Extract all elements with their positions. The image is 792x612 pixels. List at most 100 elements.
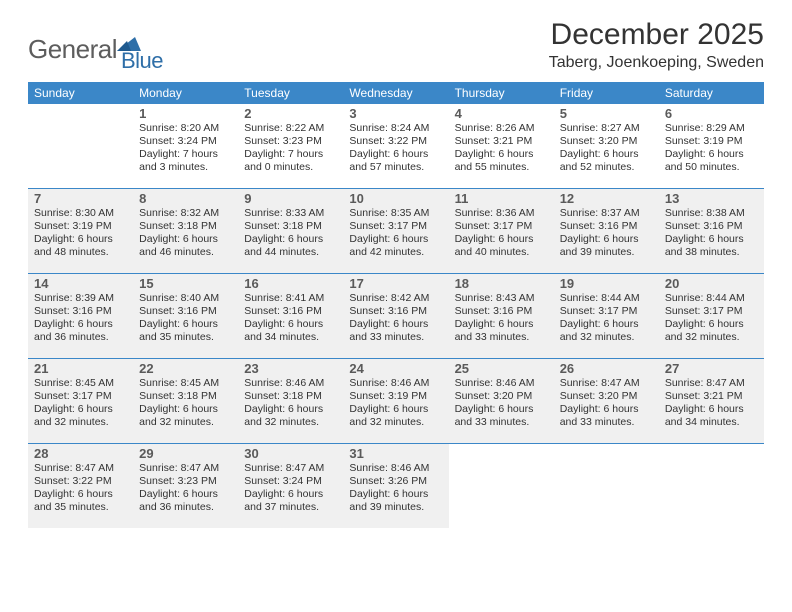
weekday-header: Monday [133,82,238,104]
day-cell: 13Sunrise: 8:38 AMSunset: 3:16 PMDayligh… [659,189,764,273]
sunrise-text: Sunrise: 8:33 AM [244,207,337,220]
sunset-text: Sunset: 3:21 PM [665,390,758,403]
sunrise-text: Sunrise: 8:37 AM [560,207,653,220]
sunrise-text: Sunrise: 8:46 AM [349,377,442,390]
day-number: 28 [34,446,127,461]
daylight-text: Daylight: 6 hours and 34 minutes. [244,318,337,344]
sunset-text: Sunset: 3:17 PM [665,305,758,318]
day-cell: 2Sunrise: 8:22 AMSunset: 3:23 PMDaylight… [238,104,343,188]
week-row: 14Sunrise: 8:39 AMSunset: 3:16 PMDayligh… [28,273,764,358]
day-number: 7 [34,191,127,206]
day-info: Sunrise: 8:36 AMSunset: 3:17 PMDaylight:… [455,207,548,260]
sunrise-text: Sunrise: 8:47 AM [665,377,758,390]
day-info: Sunrise: 8:38 AMSunset: 3:16 PMDaylight:… [665,207,758,260]
daylight-text: Daylight: 6 hours and 32 minutes. [139,403,232,429]
day-info: Sunrise: 8:32 AMSunset: 3:18 PMDaylight:… [139,207,232,260]
day-info: Sunrise: 8:45 AMSunset: 3:18 PMDaylight:… [139,377,232,430]
calendar-grid: Sunday Monday Tuesday Wednesday Thursday… [28,82,764,528]
day-cell: 15Sunrise: 8:40 AMSunset: 3:16 PMDayligh… [133,274,238,358]
sunset-text: Sunset: 3:23 PM [244,135,337,148]
sunset-text: Sunset: 3:16 PM [560,220,653,233]
sunrise-text: Sunrise: 8:43 AM [455,292,548,305]
daylight-text: Daylight: 6 hours and 32 minutes. [560,318,653,344]
day-cell [659,444,764,528]
weekday-header: Friday [554,82,659,104]
sunset-text: Sunset: 3:19 PM [34,220,127,233]
day-number: 21 [34,361,127,376]
brand-logo: General Blue [28,24,163,74]
sunset-text: Sunset: 3:22 PM [34,475,127,488]
sunrise-text: Sunrise: 8:29 AM [665,122,758,135]
day-cell: 28Sunrise: 8:47 AMSunset: 3:22 PMDayligh… [28,444,133,528]
sunrise-text: Sunrise: 8:46 AM [349,462,442,475]
weekday-header-row: Sunday Monday Tuesday Wednesday Thursday… [28,82,764,104]
day-info: Sunrise: 8:40 AMSunset: 3:16 PMDaylight:… [139,292,232,345]
daylight-text: Daylight: 6 hours and 35 minutes. [34,488,127,514]
daylight-text: Daylight: 6 hours and 50 minutes. [665,148,758,174]
sunrise-text: Sunrise: 8:45 AM [34,377,127,390]
day-cell: 27Sunrise: 8:47 AMSunset: 3:21 PMDayligh… [659,359,764,443]
sunset-text: Sunset: 3:19 PM [665,135,758,148]
sunset-text: Sunset: 3:18 PM [139,390,232,403]
sunrise-text: Sunrise: 8:30 AM [34,207,127,220]
day-cell: 9Sunrise: 8:33 AMSunset: 3:18 PMDaylight… [238,189,343,273]
daylight-text: Daylight: 6 hours and 37 minutes. [244,488,337,514]
sunset-text: Sunset: 3:16 PM [139,305,232,318]
daylight-text: Daylight: 6 hours and 32 minutes. [34,403,127,429]
day-cell: 12Sunrise: 8:37 AMSunset: 3:16 PMDayligh… [554,189,659,273]
daylight-text: Daylight: 6 hours and 52 minutes. [560,148,653,174]
day-cell: 11Sunrise: 8:36 AMSunset: 3:17 PMDayligh… [449,189,554,273]
sunrise-text: Sunrise: 8:42 AM [349,292,442,305]
day-number: 13 [665,191,758,206]
day-number: 31 [349,446,442,461]
sunset-text: Sunset: 3:16 PM [665,220,758,233]
day-info: Sunrise: 8:20 AMSunset: 3:24 PMDaylight:… [139,122,232,175]
day-cell: 20Sunrise: 8:44 AMSunset: 3:17 PMDayligh… [659,274,764,358]
sunset-text: Sunset: 3:18 PM [244,220,337,233]
day-info: Sunrise: 8:47 AMSunset: 3:22 PMDaylight:… [34,462,127,515]
day-info: Sunrise: 8:46 AMSunset: 3:19 PMDaylight:… [349,377,442,430]
day-number: 11 [455,191,548,206]
daylight-text: Daylight: 6 hours and 39 minutes. [349,488,442,514]
day-cell: 22Sunrise: 8:45 AMSunset: 3:18 PMDayligh… [133,359,238,443]
sunrise-text: Sunrise: 8:36 AM [455,207,548,220]
sunset-text: Sunset: 3:17 PM [560,305,653,318]
sunset-text: Sunset: 3:18 PM [244,390,337,403]
sunrise-text: Sunrise: 8:35 AM [349,207,442,220]
daylight-text: Daylight: 6 hours and 32 minutes. [349,403,442,429]
day-info: Sunrise: 8:47 AMSunset: 3:21 PMDaylight:… [665,377,758,430]
sunset-text: Sunset: 3:23 PM [139,475,232,488]
weekday-header: Saturday [659,82,764,104]
day-number: 24 [349,361,442,376]
day-number: 8 [139,191,232,206]
day-cell: 30Sunrise: 8:47 AMSunset: 3:24 PMDayligh… [238,444,343,528]
daylight-text: Daylight: 6 hours and 44 minutes. [244,233,337,259]
sunrise-text: Sunrise: 8:32 AM [139,207,232,220]
sunset-text: Sunset: 3:20 PM [455,390,548,403]
day-number: 26 [560,361,653,376]
day-cell: 17Sunrise: 8:42 AMSunset: 3:16 PMDayligh… [343,274,448,358]
day-info: Sunrise: 8:47 AMSunset: 3:23 PMDaylight:… [139,462,232,515]
day-cell: 19Sunrise: 8:44 AMSunset: 3:17 PMDayligh… [554,274,659,358]
header: General Blue December 2025 Taberg, Joenk… [28,18,764,78]
sunset-text: Sunset: 3:16 PM [34,305,127,318]
daylight-text: Daylight: 6 hours and 42 minutes. [349,233,442,259]
day-cell: 5Sunrise: 8:27 AMSunset: 3:20 PMDaylight… [554,104,659,188]
daylight-text: Daylight: 7 hours and 3 minutes. [139,148,232,174]
day-cell [554,444,659,528]
day-number: 5 [560,106,653,121]
daylight-text: Daylight: 6 hours and 38 minutes. [665,233,758,259]
day-number: 4 [455,106,548,121]
sunrise-text: Sunrise: 8:41 AM [244,292,337,305]
month-title: December 2025 [549,18,764,52]
sunset-text: Sunset: 3:22 PM [349,135,442,148]
day-info: Sunrise: 8:47 AMSunset: 3:20 PMDaylight:… [560,377,653,430]
weekday-header: Wednesday [343,82,448,104]
sunset-text: Sunset: 3:21 PM [455,135,548,148]
daylight-text: Daylight: 6 hours and 32 minutes. [665,318,758,344]
sunset-text: Sunset: 3:16 PM [244,305,337,318]
day-info: Sunrise: 8:45 AMSunset: 3:17 PMDaylight:… [34,377,127,430]
day-info: Sunrise: 8:33 AMSunset: 3:18 PMDaylight:… [244,207,337,260]
day-info: Sunrise: 8:42 AMSunset: 3:16 PMDaylight:… [349,292,442,345]
day-cell: 14Sunrise: 8:39 AMSunset: 3:16 PMDayligh… [28,274,133,358]
